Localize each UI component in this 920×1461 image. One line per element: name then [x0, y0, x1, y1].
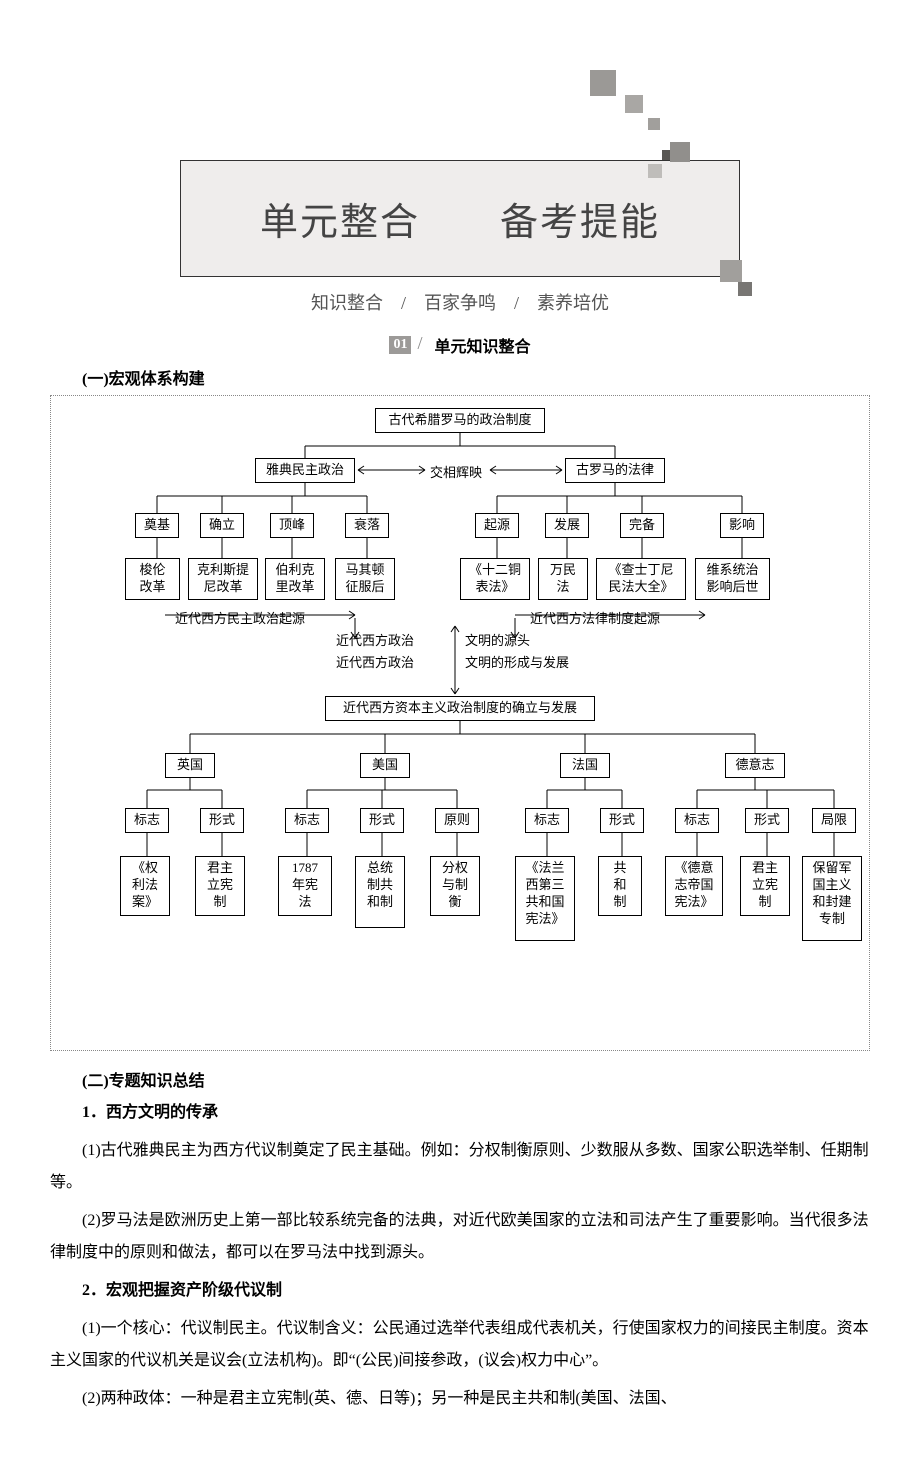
- decorative-squares: [50, 60, 870, 160]
- diagram-label: 文明的形成与发展: [465, 652, 569, 671]
- diagram-node: 古代希腊罗马的政治制度: [375, 408, 545, 433]
- diagram-node: 马其顿征服后: [335, 558, 395, 600]
- diagram-node: 梭伦改革: [125, 558, 180, 600]
- diagram-node: 《查士丁尼民法大全》: [596, 558, 686, 600]
- p1b: (2)罗马法是欧洲历史上第一部比较系统完备的法典，对近代欧美国家的立法和司法产生…: [50, 1205, 870, 1269]
- p2-label: 2．宏观把握资产阶级代议制: [50, 1275, 870, 1307]
- p2a: (1)一个核心：代议制民主。代议制含义：公民通过选举代表组成代表机关，行使国家权…: [50, 1313, 870, 1377]
- body-text: 1．西方文明的传承 (1)古代雅典民主为西方代议制奠定了民主基础。例如：分权制衡…: [50, 1097, 870, 1415]
- diagram-label: 近代西方法律制度起源: [530, 608, 660, 627]
- diagram-node: 维系统治影响后世: [695, 558, 770, 600]
- diagram-node: 古罗马的法律: [565, 458, 665, 483]
- diagram-node: 确立: [200, 513, 244, 538]
- diagram-node: 近代西方资本主义政治制度的确立与发展: [325, 696, 595, 721]
- p2b: (2)两种政体：一种是君主立宪制(英、德、日等)；另一种是民主共和制(美国、法国…: [50, 1383, 870, 1415]
- diagram-node: 君主立宪制: [740, 856, 790, 916]
- diagram-node: 万民法: [538, 558, 588, 600]
- diagram-node: 《权利法案》: [120, 856, 170, 916]
- diagram-node: 奠基: [135, 513, 179, 538]
- section-title: 单元知识整合: [435, 339, 531, 356]
- banner-title: 单元整合 备考提能: [260, 202, 660, 244]
- p1-label: 1．西方文明的传承: [50, 1097, 870, 1129]
- diagram-node: 总统制共和制: [355, 856, 405, 928]
- diagram-node: 君主立宪制: [195, 856, 245, 916]
- diagram-node: 形式: [745, 808, 789, 833]
- diagram-node: 完备: [620, 513, 664, 538]
- diagram-node: 《法兰西第三共和国宪法》: [515, 856, 575, 941]
- diagram-node: 1787年宪法: [278, 856, 332, 916]
- diagram-node: 雅典民主政治: [255, 458, 355, 483]
- heading-topic: (二)专题知识总结: [50, 1067, 870, 1091]
- diagram-node: 标志: [285, 808, 329, 833]
- diagram-node: 发展: [545, 513, 589, 538]
- diagram-label: 近代西方民主政治起源: [175, 608, 305, 627]
- diagram-node: 分权与制衡: [430, 856, 480, 916]
- section-number: 01: [389, 336, 411, 354]
- diagram-node: 《德意志帝国宪法》: [665, 856, 723, 916]
- diagram-node: 标志: [675, 808, 719, 833]
- diagram-node: 标志: [125, 808, 169, 833]
- diagram-label: 近代西方政治: [336, 652, 414, 671]
- diagram-node: 英国: [165, 753, 215, 778]
- diagram-node: 顶峰: [270, 513, 314, 538]
- section-number-row: 01 / 单元知识整合: [50, 333, 870, 357]
- heading-macro: (一)宏观体系构建: [50, 365, 870, 389]
- diagram-node: 起源: [475, 513, 519, 538]
- diagram-node: 影响: [720, 513, 764, 538]
- diagram-node: 原则: [435, 808, 479, 833]
- p1a: (1)古代雅典民主为西方代议制奠定了民主基础。例如：分权制衡原则、少数服从多数、…: [50, 1135, 870, 1199]
- diagram-node: 德意志: [725, 753, 785, 778]
- diagram-node: 《十二铜表法》: [460, 558, 530, 600]
- diagram-container: 古代希腊罗马的政治制度雅典民主政治 古罗马的法律 交相辉映奠基确立 顶峰 衰落 起源 发展 完…: [50, 395, 870, 1051]
- diagram-node: 形式: [200, 808, 244, 833]
- diagram-node: 衰落: [345, 513, 389, 538]
- diagram-node: 保留军国主义和封建专制: [802, 856, 862, 941]
- diagram-node: 伯利克里改革: [265, 558, 325, 600]
- diagram-node: 形式: [600, 808, 644, 833]
- diagram-node: 法国: [560, 753, 610, 778]
- diagram-node: 克利斯提尼改革: [188, 558, 258, 600]
- diagram-node: 标志: [525, 808, 569, 833]
- diagram-node: 局限: [812, 808, 856, 833]
- diagram-node: 形式: [360, 808, 404, 833]
- diagram-label: 文明的源头: [465, 630, 530, 649]
- diagram-node: 共和制: [598, 856, 642, 916]
- section-slash: /: [417, 333, 422, 353]
- banner-wrap: 单元整合 备考提能: [180, 160, 740, 277]
- diagram-label: 近代西方政治: [336, 630, 414, 649]
- diagram-label: 交相辉映: [430, 462, 482, 481]
- diagram-node: 美国: [360, 753, 410, 778]
- concept-diagram: 古代希腊罗马的政治制度雅典民主政治 古罗马的法律 交相辉映奠基确立 顶峰 衰落 起源 发展 完…: [60, 408, 860, 1038]
